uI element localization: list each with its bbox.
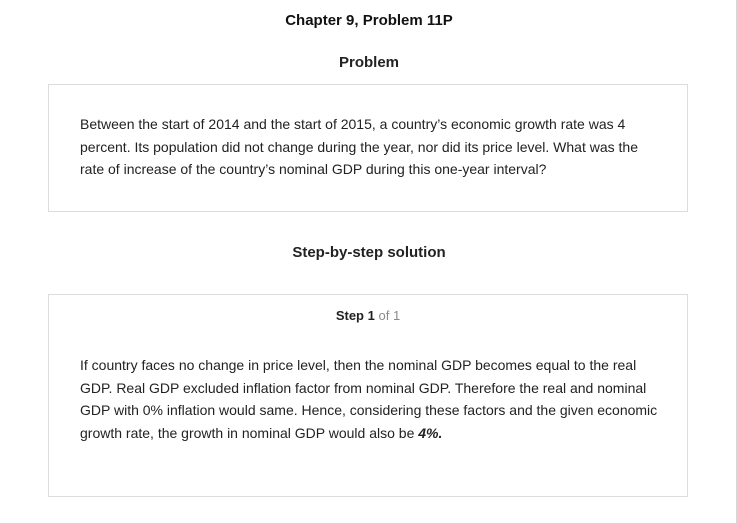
chapter-title: Chapter 9, Problem 11P	[285, 12, 453, 29]
solution-body: If country faces no change in price leve…	[80, 357, 658, 441]
step-label: Step	[335, 308, 364, 323]
problem-card: Between the start of 2014 and the start …	[48, 84, 688, 212]
problem-text: Between the start of 2014 and the start …	[80, 116, 638, 177]
step-total: of 1	[378, 308, 401, 323]
step-indicator: Step 1 of 1	[49, 308, 687, 323]
step-number: 1	[367, 308, 375, 323]
problem-heading: Problem	[338, 54, 399, 71]
solution-answer: 4%.	[418, 424, 443, 441]
right-divider	[736, 0, 738, 523]
solution-heading: Step-by-step solution	[292, 244, 446, 261]
solution-card: Step 1 of 1 If country faces no change i…	[48, 294, 688, 497]
solution-text: If country faces no change in price leve…	[80, 354, 665, 444]
